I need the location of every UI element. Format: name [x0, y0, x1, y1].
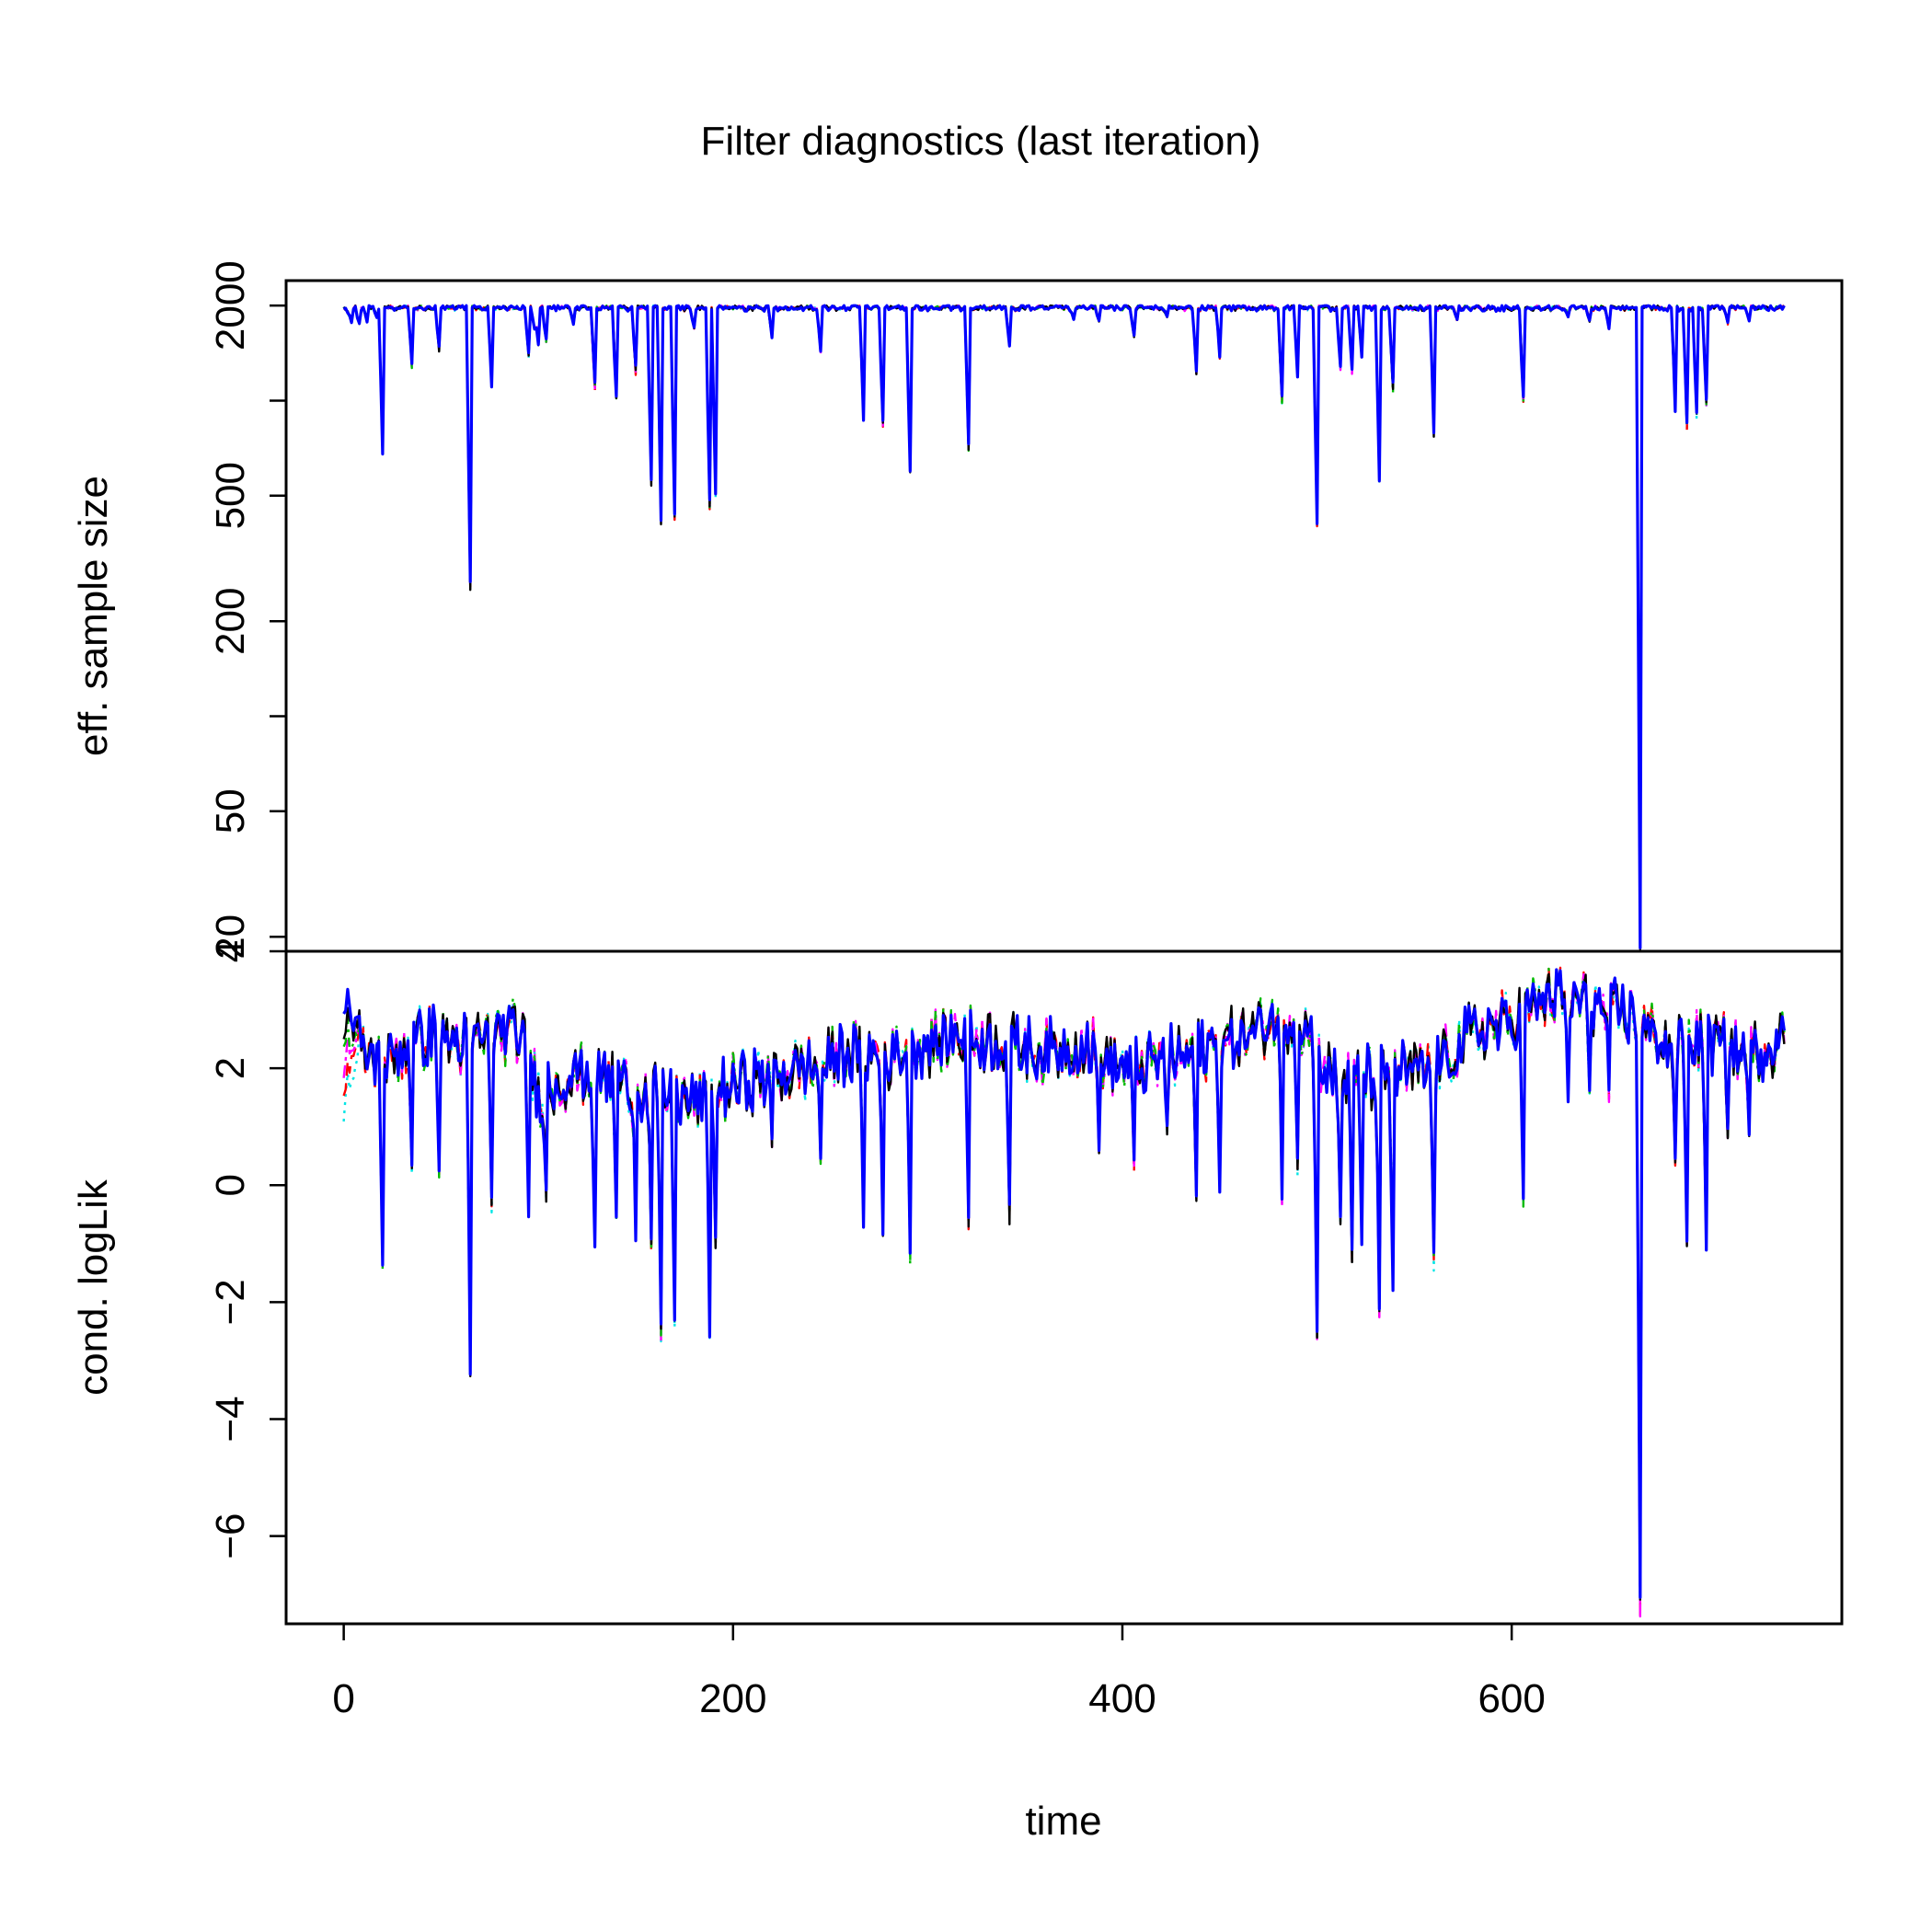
ess-series-6 — [342, 304, 1786, 949]
ess-series-5 — [342, 305, 1786, 951]
plot-layer — [342, 304, 1786, 1618]
chart-title: Filter diagnostics (last iteration) — [701, 119, 1261, 164]
x-tick-label: 0 — [332, 1676, 354, 1721]
ess-series-2 — [343, 305, 1785, 941]
loglik-y-tick-label: −2 — [208, 1279, 253, 1325]
ess-series-3 — [342, 305, 1786, 941]
loglik-series-6 — [342, 968, 1786, 1599]
loglik-y-tick-label: 0 — [208, 1174, 253, 1196]
x-axis-title: time — [1025, 1799, 1101, 1844]
ess-y-axis-title: eff. sample size — [71, 476, 116, 756]
ess-y-tick-label: 500 — [208, 462, 253, 529]
ess-series-4 — [343, 305, 1786, 946]
loglik-y-tick-label: 2 — [208, 1057, 253, 1079]
ess-series-1 — [342, 305, 1786, 949]
ess-y-tick-label: 20 — [208, 914, 253, 960]
ess-series-group — [342, 304, 1786, 951]
loglik-y-tick-label: 4 — [208, 940, 253, 962]
loglik-y-tick-label: −4 — [208, 1396, 253, 1442]
loglik-series-group — [342, 966, 1786, 1618]
loglik-y-axis-title: cond. logLik — [71, 1179, 116, 1396]
x-tick-label: 600 — [1478, 1676, 1545, 1721]
ess-y-tick-label: 2000 — [208, 260, 253, 351]
ess-y-tick-label: 200 — [208, 588, 253, 655]
x-tick-label: 200 — [699, 1676, 766, 1721]
x-tick-label: 400 — [1088, 1676, 1156, 1721]
ess-y-tick-label: 50 — [208, 788, 253, 834]
loglik-y-tick-label: −6 — [208, 1513, 253, 1559]
ess-panel-frame — [284, 279, 1844, 953]
